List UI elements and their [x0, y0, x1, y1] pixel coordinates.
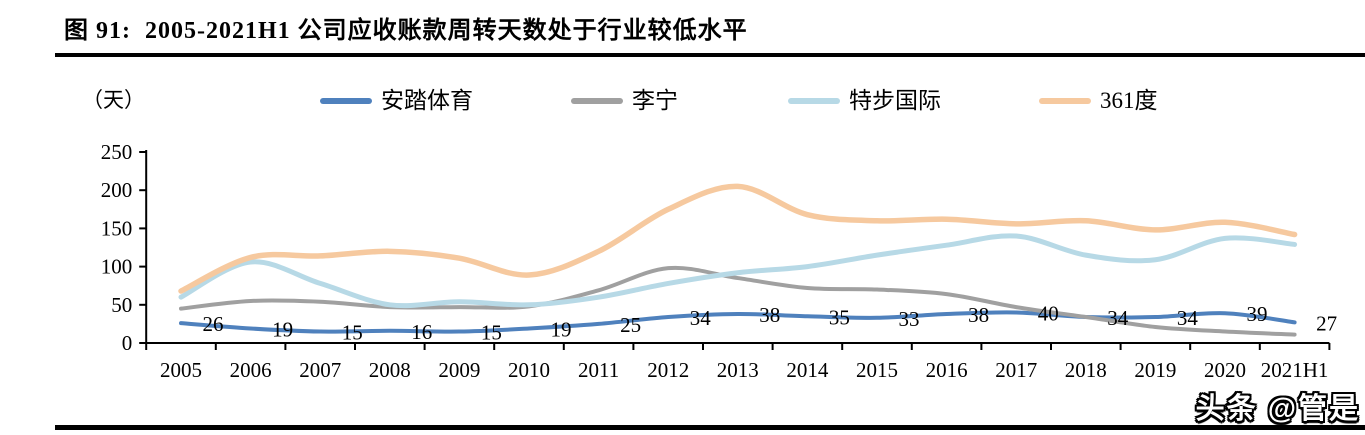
bottom-rule [55, 425, 1365, 430]
x-tick-label: 2011 [578, 358, 619, 382]
data-label: 27 [1316, 311, 1337, 335]
legend-item-x361: 361度 [1039, 86, 1158, 116]
y-axis-unit-label: （天） [82, 88, 145, 112]
data-label: 15 [342, 321, 363, 345]
y-tick-label: 50 [111, 293, 132, 317]
data-label: 40 [1038, 301, 1059, 325]
series-line-anta [179, 310, 1297, 334]
legend-line-swatch [320, 98, 372, 104]
x-tick-label: 2021H1 [1261, 358, 1329, 382]
data-label: 19 [272, 317, 293, 341]
legend-label: 361度 [1100, 88, 1158, 113]
legend-line-swatch [571, 98, 623, 104]
legend-item-xtep: 特步国际 [788, 86, 941, 116]
series-line-x361 [178, 183, 1298, 294]
x-tick-label: 2010 [508, 358, 550, 382]
data-label: 19 [551, 317, 572, 341]
legend-line-swatch [788, 98, 840, 104]
x-tick-label: 2016 [926, 358, 968, 382]
x-tick-label: 2007 [299, 358, 341, 382]
legend-label: 安踏体育 [381, 88, 473, 113]
chart-legend: 安踏体育 李宁 特步国际 361度 [0, 86, 1365, 116]
x-tick-label: 2012 [647, 358, 689, 382]
figure-title: 图 91: 2005-2021H1 公司应收账款周转天数处于行业较低水平 [64, 18, 748, 44]
x-tick-label: 2020 [1204, 358, 1246, 382]
data-label: 33 [899, 307, 920, 331]
x-tick-label: 2013 [717, 358, 759, 382]
data-label: 34 [1177, 306, 1199, 330]
x-tick-label: 2018 [1065, 358, 1107, 382]
data-label: 34 [690, 306, 712, 330]
x-tick-label: 2014 [786, 358, 829, 382]
series-line-xtep [178, 233, 1298, 309]
y-tick-label: 200 [101, 178, 133, 202]
data-label: 39 [1247, 302, 1268, 326]
x-tick-label: 2009 [438, 358, 480, 382]
title-rule [55, 53, 1365, 57]
data-label: 26 [203, 312, 224, 336]
x-tick-label: 2019 [1134, 358, 1176, 382]
data-label: 34 [1107, 306, 1129, 330]
y-tick-label: 100 [101, 255, 133, 279]
y-tick-label: 0 [122, 331, 133, 355]
legend-line-swatch [1039, 98, 1091, 104]
legend-label: 李宁 [632, 88, 678, 113]
series-line-lining [179, 265, 1297, 337]
data-label: 15 [481, 321, 502, 345]
x-tick-label: 2008 [369, 358, 411, 382]
data-label: 25 [620, 313, 641, 337]
data-label: 35 [829, 305, 850, 329]
y-tick-label: 150 [101, 216, 133, 240]
y-tick-label: 250 [101, 140, 133, 164]
x-tick-label: 2015 [856, 358, 898, 382]
data-label: 38 [759, 303, 780, 327]
x-tick-label: 2005 [160, 358, 202, 382]
data-label: 16 [411, 320, 432, 344]
legend-item-anta: 安踏体育 [320, 86, 473, 116]
legend-item-lining: 李宁 [571, 86, 678, 116]
data-label: 38 [968, 303, 989, 327]
x-tick-label: 2017 [995, 358, 1037, 382]
legend-label: 特步国际 [849, 88, 941, 113]
x-tick-label: 2006 [230, 358, 272, 382]
watermark: 头条 @管是 [1195, 393, 1360, 425]
